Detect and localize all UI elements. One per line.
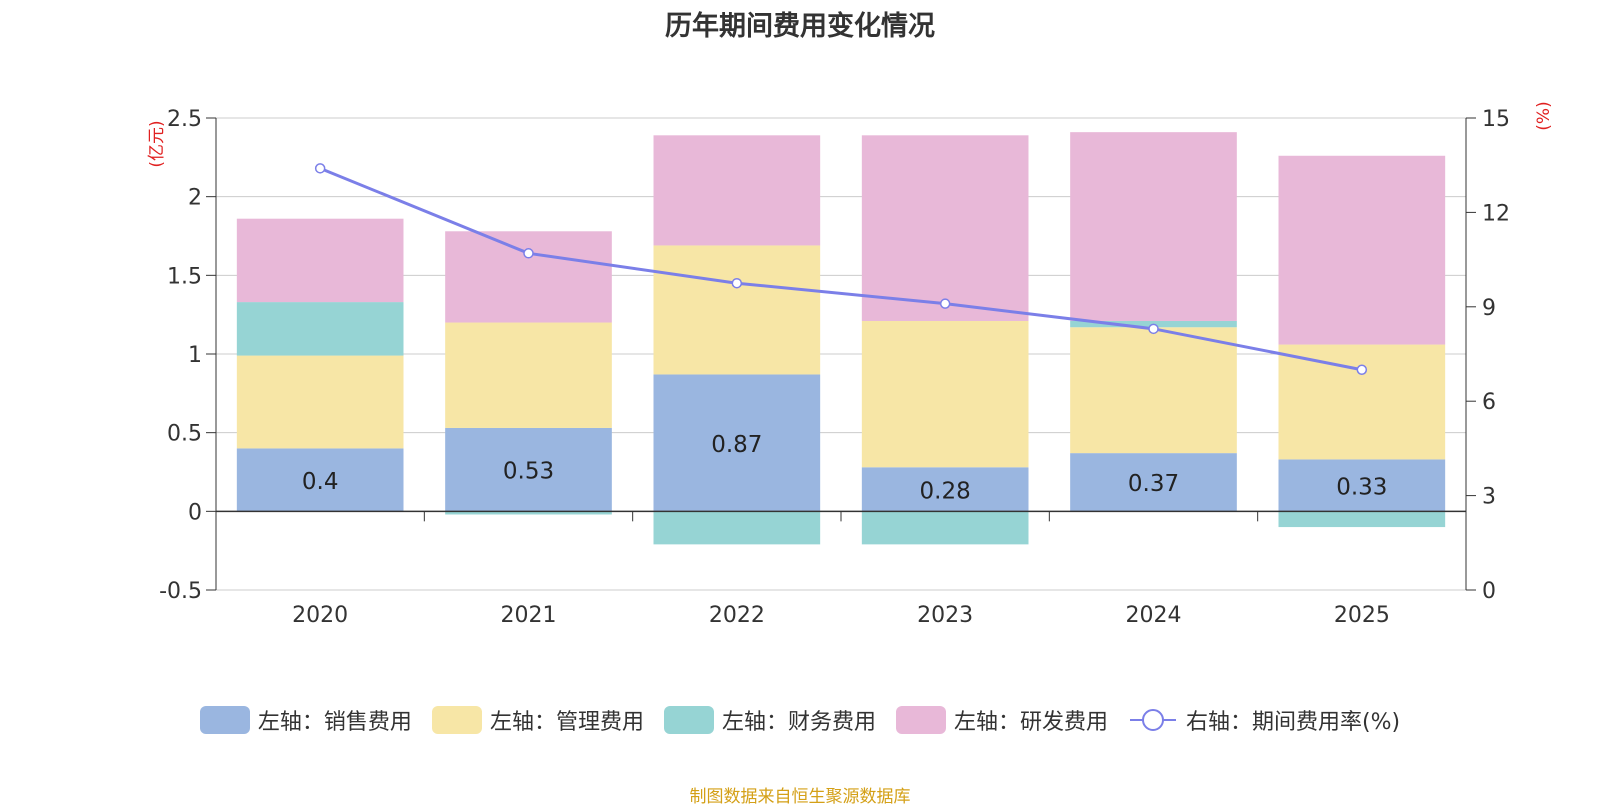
bar-segment-3: [1278, 511, 1446, 528]
legend-item[interactable]: 左轴：销售费用: [199, 704, 412, 736]
right-axis-unit: (%): [1534, 101, 1554, 130]
legend-label: 左轴：研发费用: [953, 710, 1108, 735]
bar-segment-2: [445, 322, 612, 428]
right-tick-label: 15: [1482, 107, 1510, 132]
right-tick-label: 3: [1482, 485, 1496, 510]
left-axis-unit: (亿元): [147, 120, 167, 167]
legend-swatch: [199, 706, 250, 734]
right-tick-label: 9: [1482, 296, 1496, 321]
bar-segment-1: [1278, 459, 1446, 512]
legend-item[interactable]: 左轴：管理费用: [431, 704, 644, 736]
rate-point: [731, 277, 743, 289]
bar-segment-2: [1070, 327, 1237, 454]
bar-segment-1: [236, 448, 404, 512]
left-tick-label: 0: [188, 500, 202, 525]
x-tick-label: 2024: [1126, 603, 1182, 628]
rate-line-series: [314, 163, 1368, 375]
left-tick-label: 1: [188, 343, 202, 368]
right-tick-label: 6: [1482, 390, 1496, 415]
legend-swatch: [663, 706, 714, 734]
rate-point: [523, 248, 534, 259]
chart-title: 历年期间费用变化情况: [665, 11, 935, 42]
bar-segment-3: [445, 511, 612, 515]
bar-data-label: 0.4: [302, 469, 339, 495]
x-tick-label: 2021: [501, 603, 557, 628]
bar-series: [236, 132, 1446, 545]
legend-label: 左轴：管理费用: [489, 710, 644, 735]
left-tick-label: 1.5: [167, 264, 202, 289]
x-tick-label: 2023: [917, 603, 973, 628]
bar-data-label: 0.37: [1128, 471, 1179, 497]
rate-line: [319, 166, 1363, 372]
bar-data-label: 0.53: [503, 459, 554, 485]
rate-point: [1356, 364, 1368, 375]
bar-segment-1: [861, 467, 1029, 512]
bar-segment-2: [861, 320, 1029, 468]
x-tick-label: 2025: [1334, 603, 1390, 628]
bar-segment-4: [1278, 155, 1446, 345]
bar-data-label: 0.33: [1336, 474, 1387, 500]
bar-segment-3: [861, 511, 1029, 545]
rate-point: [314, 163, 326, 174]
data-labels: 0.4 0.53 0.87 0.28 0.37 0.33: [302, 432, 1388, 504]
legend-item[interactable]: 左轴：财务费用: [663, 704, 876, 736]
bar-segment-3: [236, 302, 404, 356]
bar-segment-3: [653, 511, 821, 545]
rate-point: [939, 298, 951, 309]
left-tick-label: 0.5: [167, 422, 202, 447]
legend: 左轴：销售费用 左轴：管理费用 左轴：财务费用 左轴：研发费用 右轴：期间费用率(%): [0, 704, 1600, 736]
legend-label: 左轴：财务费用: [721, 710, 876, 735]
bar-segment-1: [1070, 453, 1237, 512]
bar-segment-2: [653, 245, 821, 375]
bar-segment-1: [445, 427, 612, 512]
left-tick-label: 2.5: [167, 107, 202, 132]
legend-item[interactable]: 左轴：研发费用: [895, 704, 1108, 736]
legend-item[interactable]: 右轴：期间费用率(%): [1128, 704, 1400, 736]
left-tick-label: -0.5: [159, 579, 202, 604]
rate-point: [1148, 323, 1159, 335]
bar-data-label: 0.28: [920, 478, 971, 504]
right-tick-label: 0: [1482, 579, 1496, 604]
x-tick-label: 2020: [292, 603, 348, 628]
x-tick-label: 2022: [709, 603, 765, 628]
legend-label: 左轴：销售费用: [257, 710, 412, 735]
right-tick-label: 12: [1482, 201, 1510, 226]
bar-segment-4: [236, 218, 404, 303]
source-note: 制图数据来自恒生聚源数据库: [689, 787, 911, 807]
legend-swatch: [895, 706, 946, 734]
bar-segment-2: [1278, 344, 1446, 460]
left-tick-label: 2: [188, 186, 202, 211]
chart-canvas: 2.5 2 1.5 1 0.5 0 -0.5 15 12 9 6 3 0 (亿元) (%) 2020 2021 2…: [147, 101, 1554, 628]
legend-swatch: [431, 706, 482, 734]
legend-line-circle: [1141, 709, 1164, 731]
bar-segment-1: [653, 374, 821, 512]
bar-segment-2: [236, 355, 404, 449]
gridlines: [216, 117, 1466, 591]
bar-segment-4: [1070, 132, 1237, 321]
legend-line-marker-icon: [1129, 709, 1176, 731]
bar-segment-4: [861, 135, 1029, 321]
bar-segment-4: [445, 231, 612, 323]
legend-label: 右轴：期间费用率(%): [1185, 710, 1401, 735]
axes: 2.5 2 1.5 1 0.5 0 -0.5 15 12 9 6 3 0 (亿元) (%) 2020 2021 2…: [147, 101, 1554, 628]
bar-segment-4: [653, 135, 821, 246]
bar-data-label: 0.87: [711, 432, 762, 458]
